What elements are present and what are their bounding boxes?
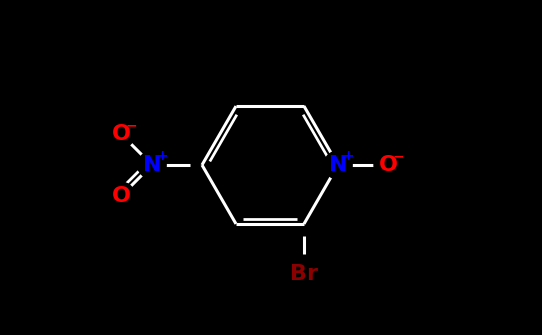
Text: Br: Br	[290, 264, 318, 284]
Text: O: O	[112, 124, 131, 144]
Text: N: N	[143, 155, 162, 175]
Text: +: +	[156, 149, 168, 163]
Circle shape	[324, 151, 352, 179]
Circle shape	[107, 182, 135, 210]
Circle shape	[374, 151, 402, 179]
Text: N: N	[329, 155, 347, 175]
Text: −: −	[125, 118, 137, 132]
Text: −: −	[392, 149, 404, 163]
Text: O: O	[112, 186, 131, 206]
Circle shape	[138, 151, 166, 179]
Text: +: +	[342, 149, 354, 163]
Text: O: O	[378, 155, 397, 175]
Circle shape	[107, 120, 135, 148]
